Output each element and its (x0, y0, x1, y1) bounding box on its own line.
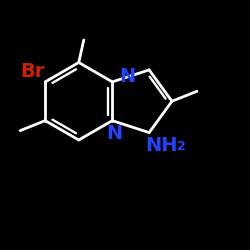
Text: N: N (107, 124, 123, 143)
Text: N: N (119, 67, 136, 86)
Text: 2: 2 (177, 140, 186, 153)
Text: Br: Br (20, 62, 45, 82)
Text: NH: NH (146, 136, 178, 154)
